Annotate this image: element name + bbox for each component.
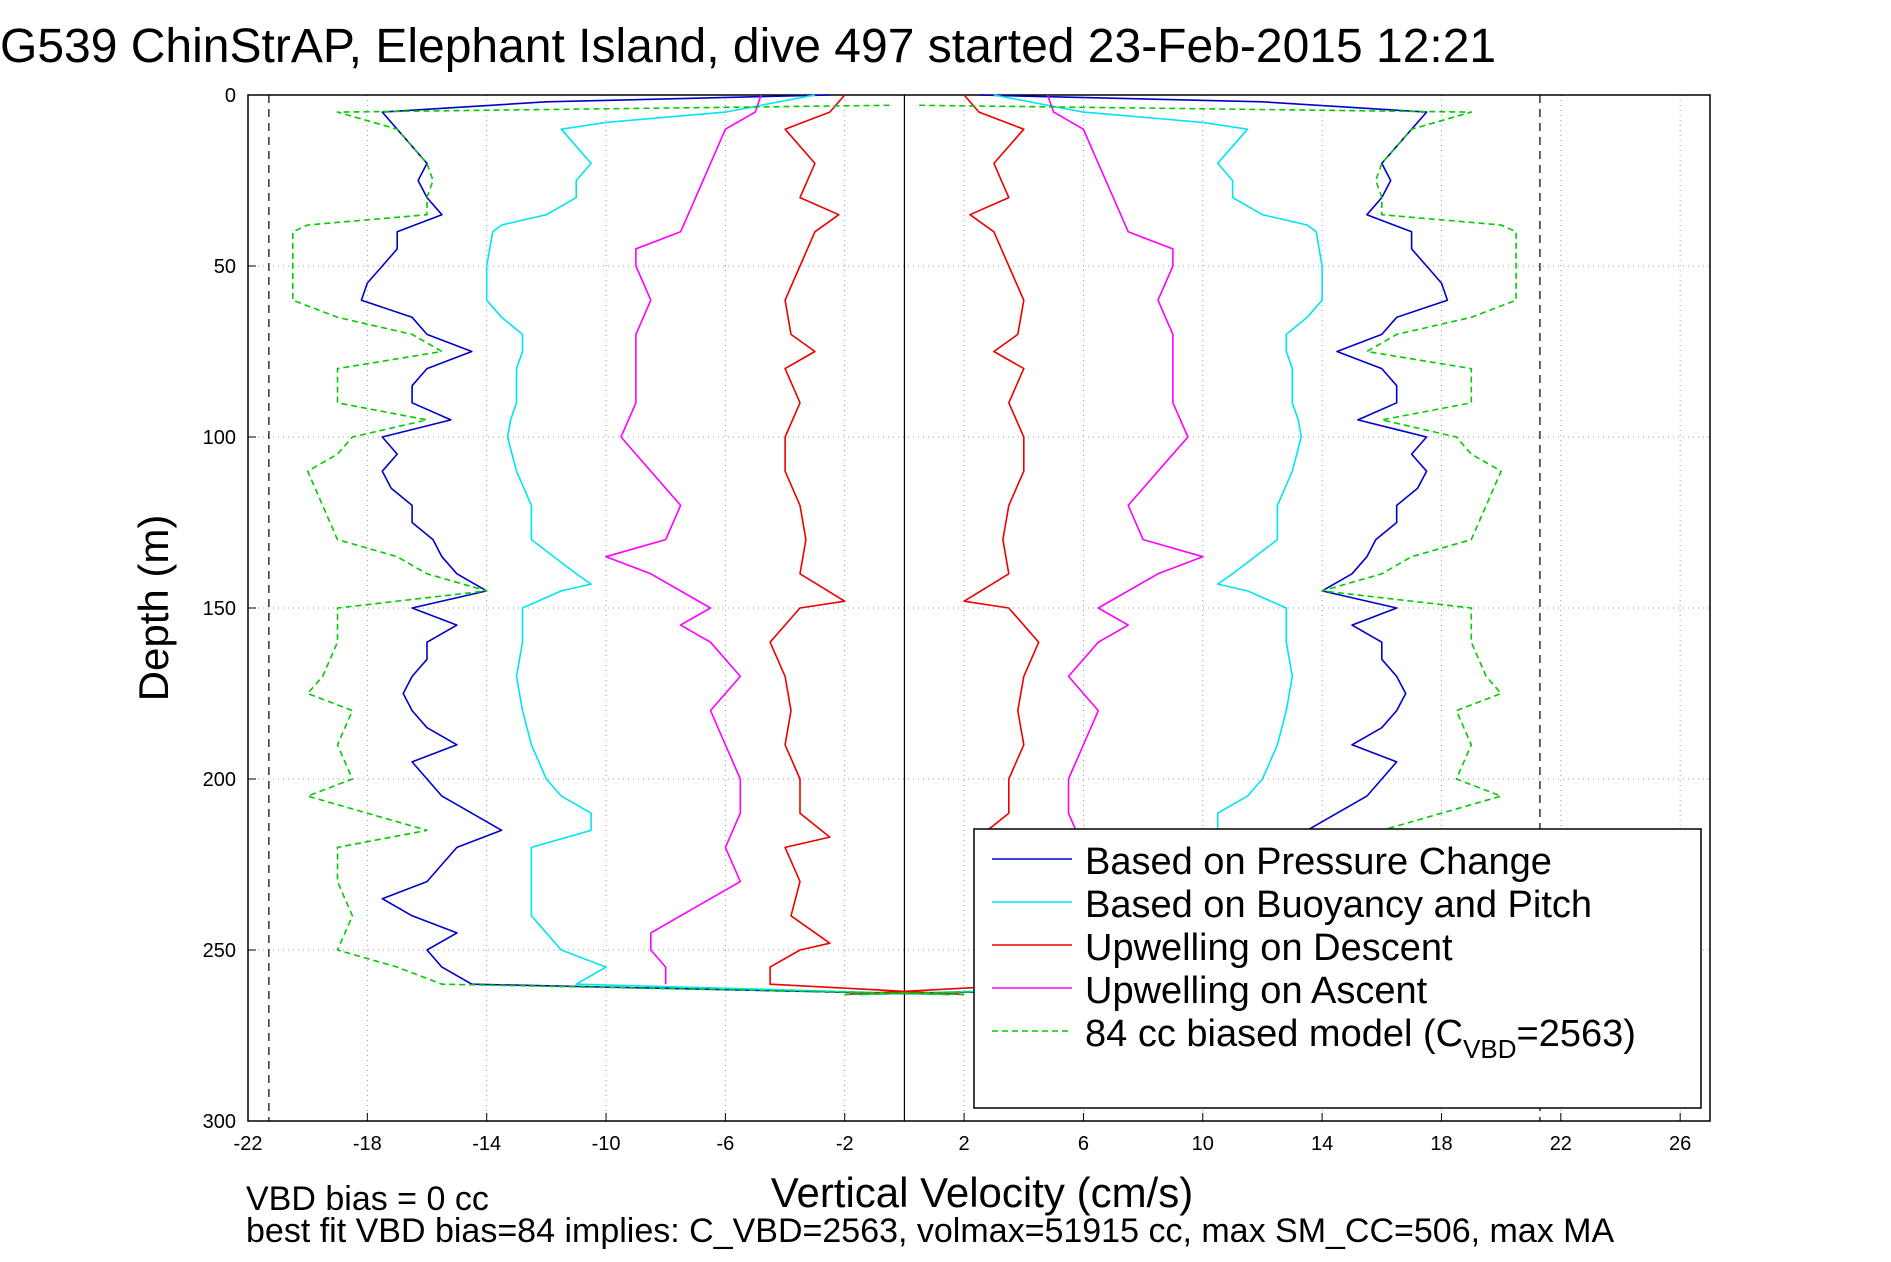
x-tick-label: 26 — [1669, 1133, 1691, 1155]
y-tick-label: 150 — [203, 598, 236, 620]
y-tick-label: 200 — [203, 769, 236, 791]
y-tick-label: 100 — [203, 427, 236, 449]
legend-label: Upwelling on Descent — [1085, 927, 1453, 969]
series-line-4-ascent — [844, 104, 1517, 996]
vbd-bias-text: VBD bias = 0 cc — [246, 1180, 489, 1218]
x-tick-label: -6 — [716, 1133, 734, 1155]
legend-label: Upwelling on Ascent — [1085, 970, 1428, 1012]
y-tick-label: 0 — [225, 85, 236, 107]
y-tick-label: 250 — [203, 940, 236, 962]
y-tick-label: 50 — [214, 256, 236, 278]
x-tick-label: 10 — [1192, 1133, 1214, 1155]
series-line-4-descent — [291, 104, 965, 996]
x-tick-label: 6 — [1078, 1133, 1089, 1155]
x-tick-label: -2 — [836, 1133, 854, 1155]
series-line-1-descent — [485, 94, 950, 996]
x-tick-labels: -22 -18 -14 -10 -6 -2 2 6 10 14 18 22 26 — [234, 1133, 1692, 1155]
legend-label: Based on Buoyancy and Pitch — [1085, 884, 1592, 926]
x-tick-label: -10 — [592, 1133, 621, 1155]
x-tick-label: -18 — [353, 1133, 382, 1155]
x-tick-label: 18 — [1430, 1133, 1452, 1155]
series-line-0-descent — [360, 94, 950, 996]
x-tick-label: -22 — [234, 1133, 263, 1155]
x-axis-label: Vertical Velocity (cm/s) — [771, 1169, 1193, 1216]
y-tick-labels: 0 50 100 150 200 250 300 — [203, 85, 236, 1133]
y-tick-label: 300 — [203, 1111, 236, 1133]
x-tick-label: 14 — [1311, 1133, 1333, 1155]
legend-label: Based on Pressure Change — [1085, 841, 1552, 883]
best-fit-text: best fit VBD bias=84 implies: C_VBD=2563… — [246, 1212, 1615, 1250]
x-tick-label: 2 — [959, 1133, 970, 1155]
x-tick-label: -14 — [472, 1133, 501, 1155]
x-tick-label: 22 — [1550, 1133, 1572, 1155]
series-line-3-descent — [605, 94, 762, 985]
chart-title: G539 ChinStrAP, Elephant Island, dive 49… — [0, 20, 1496, 73]
legend-box — [973, 828, 1702, 1109]
series-line-2-descent — [769, 94, 965, 996]
y-axis-label: Depth (m) — [130, 515, 177, 702]
